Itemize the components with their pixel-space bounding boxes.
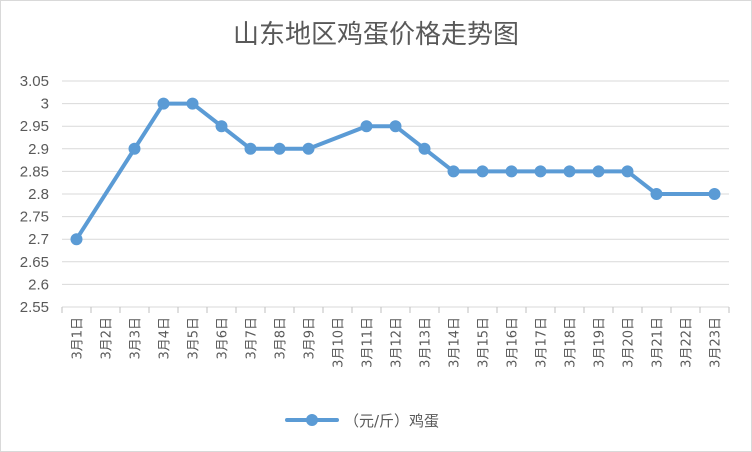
- y-tick-label: 2.65: [20, 254, 49, 271]
- x-tick-label: 3月8日: [274, 317, 289, 360]
- x-tick-label: 3月17日: [535, 317, 550, 368]
- x-tick-label: 3月19日: [593, 317, 608, 368]
- data-point: [360, 120, 373, 133]
- data-point: [708, 188, 721, 200]
- x-tick-label: 3月9日: [303, 317, 318, 360]
- legend: （元/斤）鸡蛋: [285, 412, 439, 430]
- x-tick-label: 3月12日: [390, 317, 405, 368]
- x-tick-label: 3月20日: [622, 317, 637, 368]
- x-tick-label: 3月21日: [651, 317, 666, 368]
- x-tick-label: 3月16日: [506, 317, 521, 368]
- data-point: [534, 165, 547, 178]
- y-axis-ticks: 2.55 2.6 2.65 2.7 2.75 2.8 2.85 2.9 2.95 3 3.05: [20, 73, 49, 316]
- legend-point-marker: [306, 414, 318, 426]
- y-tick-label: 2.8: [28, 186, 49, 203]
- data-point: [505, 165, 518, 178]
- gridlines: [62, 80, 729, 308]
- y-tick-label: 2.9: [28, 141, 49, 158]
- x-tick-label: 3月23日: [709, 317, 724, 368]
- x-tick-label: 3月7日: [245, 317, 260, 360]
- x-tick-label: 3月1日: [71, 317, 86, 360]
- data-point: [302, 142, 315, 155]
- y-tick-label: 2.75: [20, 209, 49, 226]
- data-point: [157, 97, 170, 110]
- data-point: [273, 142, 286, 155]
- x-tick-label: 3月14日: [448, 317, 463, 368]
- data-point: [621, 165, 634, 178]
- series-group: [70, 97, 721, 246]
- x-tick-label: 3月11日: [361, 317, 376, 368]
- x-tick-label: 3月13日: [419, 317, 434, 368]
- x-tick-label: 3月6日: [216, 317, 231, 360]
- data-point: [186, 97, 199, 110]
- legend-label: （元/斤）鸡蛋: [344, 412, 439, 430]
- data-point: [389, 120, 402, 133]
- data-point: [650, 188, 663, 200]
- x-tick-label: 3月15日: [477, 317, 492, 368]
- data-point: [244, 142, 257, 155]
- x-tick-label: 3月2日: [100, 317, 115, 360]
- x-tick-label: 3月5日: [187, 317, 202, 360]
- chart-title: 山东地区鸡蛋价格走势图: [233, 20, 519, 50]
- data-point: [447, 165, 460, 178]
- data-point: [418, 142, 431, 155]
- y-tick-label: 2.85: [20, 163, 49, 180]
- data-point: [215, 120, 228, 133]
- x-tick-label: 3月3日: [129, 317, 144, 360]
- data-point: [128, 142, 141, 155]
- y-tick-label: 3.05: [20, 73, 49, 90]
- y-tick-label: 2.55: [20, 299, 49, 316]
- y-tick-label: 3: [41, 96, 49, 113]
- x-tick-label: 3月22日: [680, 317, 695, 368]
- y-tick-label: 2.95: [20, 118, 49, 135]
- y-tick-label: 2.6: [28, 276, 49, 293]
- x-tick-label: 3月4日: [158, 317, 173, 360]
- data-point: [563, 165, 576, 178]
- data-point: [592, 165, 605, 178]
- data-point: [476, 165, 489, 178]
- x-axis-ticks: 3月1日 3月2日 3月3日 3月4日 3月5日 3月6日 3月7日 3月8日 3月9日 3月10…: [61, 307, 730, 368]
- y-tick-label: 2.7: [28, 231, 49, 248]
- x-tick-label: 3月10日: [332, 317, 347, 368]
- x-tick-label: 3月18日: [564, 317, 579, 368]
- data-point: [70, 233, 83, 246]
